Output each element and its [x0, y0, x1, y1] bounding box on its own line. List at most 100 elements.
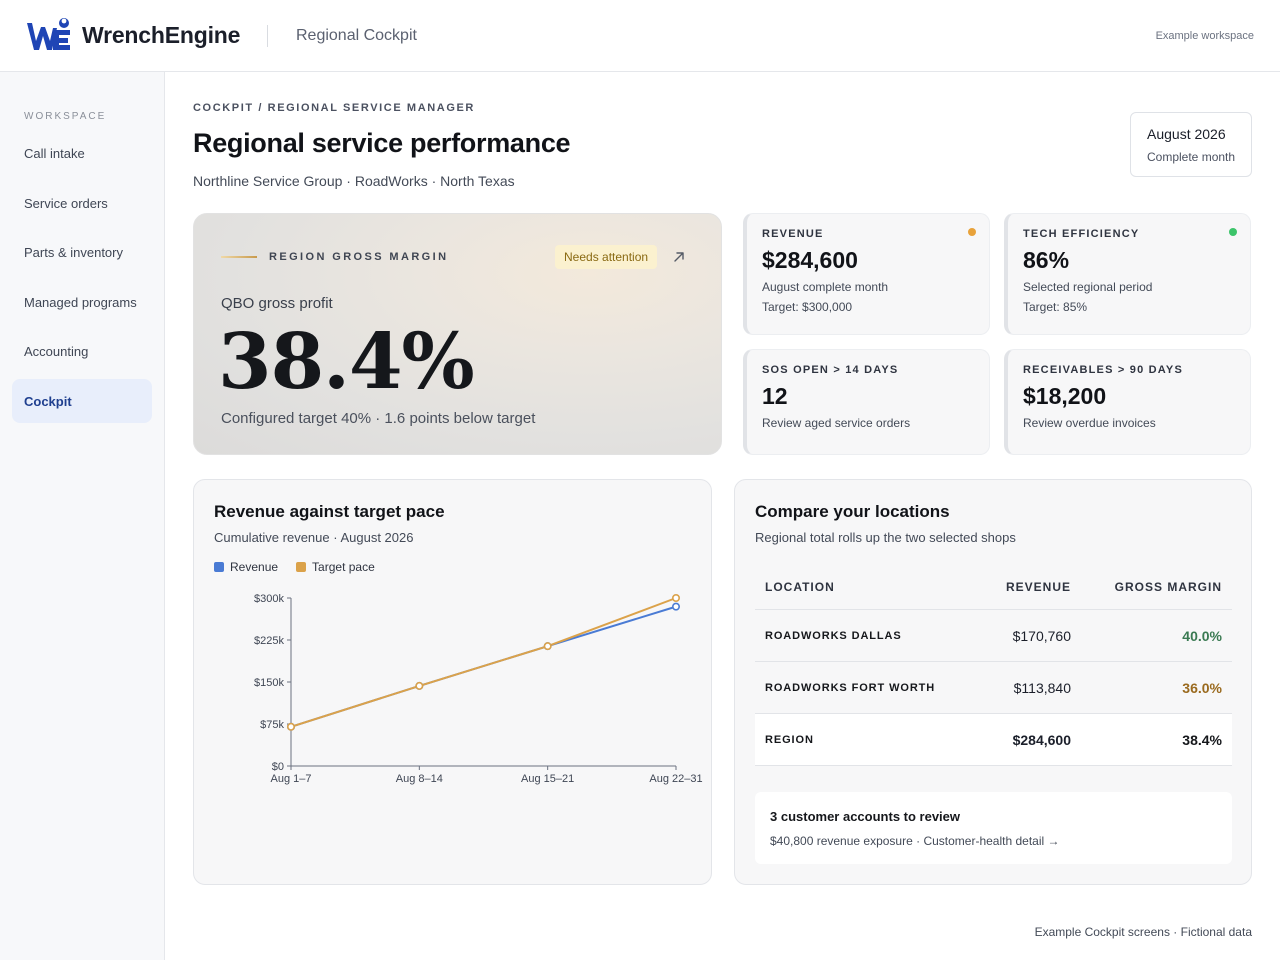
locations-panel: Compare your locations Regional total ro… — [734, 479, 1252, 885]
y-tick-label: $75k — [260, 719, 284, 731]
sidebar-item-label: Service orders — [24, 195, 108, 211]
revenue-chart-panel: Revenue against target pace Cumulative r… — [193, 479, 712, 885]
cell-gross-margin: 36.0% — [1182, 679, 1222, 696]
x-tick-label: Aug 15–21 — [521, 773, 574, 785]
kpi-receivables-card[interactable]: RECEIVABLES > 90 DAYS $18,200 Review ove… — [1004, 349, 1251, 455]
legend-swatch — [214, 562, 224, 572]
hero-label: REGION GROSS MARGIN — [269, 251, 449, 263]
top-bar: WrenchEngine Regional Cockpit Example wo… — [0, 0, 1280, 72]
cell-location: ROADWORKS FORT WORTH — [765, 681, 936, 694]
table-row[interactable]: ROADWORKS FORT WORTH $113,840 36.0% — [755, 662, 1232, 714]
page-subtitle: Northline Service Group · RoadWorks · No… — [193, 173, 515, 189]
kpi-detail: Selected regional period — [1023, 280, 1153, 294]
legend-label: Target pace — [312, 560, 375, 574]
wrenchengine-logo-icon[interactable] — [26, 17, 72, 53]
data-point-target-pace — [671, 594, 680, 603]
arrow-up-right-icon[interactable] — [672, 250, 686, 264]
sidebar-item-label: Accounting — [24, 343, 89, 359]
series-line-target-pace — [290, 597, 677, 728]
kpi-value: $284,600 — [762, 247, 858, 273]
cell-gross-margin: 40.0% — [1182, 627, 1222, 644]
chart-legend: Revenue Target pace — [214, 560, 393, 574]
kpi-sos-open-card[interactable]: SOS OPEN > 14 DAYS 12 Review aged servic… — [743, 349, 990, 455]
kpi-label: RECEIVABLES > 90 DAYS — [1023, 364, 1183, 376]
revenue-line-chart: $0 $75k $150k $225k $300k Aug 1–7 Aug 8–14 Aug … — [254, 593, 703, 785]
review-detail-link[interactable]: $40,800 revenue exposure · Customer-heal… — [770, 834, 1060, 848]
cell-revenue: $113,840 — [1013, 679, 1071, 696]
region-gross-margin-card[interactable]: REGION GROSS MARGIN Needs attention QBO … — [193, 213, 722, 455]
data-point-target-pace — [415, 681, 424, 690]
status-dot-icon — [968, 228, 976, 236]
kpi-target: Target: 85% — [1023, 300, 1088, 314]
data-point-target-pace — [287, 722, 296, 731]
needs-attention-badge: Needs attention — [555, 245, 658, 269]
legend-item-revenue: Revenue — [214, 560, 278, 574]
column-header-revenue: REVENUE — [1005, 579, 1071, 594]
panel-title: Compare your locations — [755, 502, 950, 521]
legend-label: Revenue — [230, 560, 279, 574]
kpi-label: SOS OPEN > 14 DAYS — [762, 364, 899, 376]
x-tick-label: Aug 22–31 — [649, 773, 702, 785]
kpi-label: TECH EFFICIENCY — [1023, 228, 1140, 240]
hero-note: Configured target 40% · 1.6 points below… — [221, 410, 536, 427]
y-tick-label: $0 — [272, 761, 284, 773]
period-note: Complete month — [1147, 150, 1236, 164]
table-header: LOCATION REVENUE GROSS MARGIN — [755, 564, 1232, 610]
legend-item-target-pace: Target pace — [296, 560, 375, 574]
cell-revenue: $284,600 — [1012, 731, 1071, 748]
data-point-target-pace — [543, 642, 552, 651]
kpi-revenue-card[interactable]: REVENUE $284,600 August complete month T… — [743, 213, 990, 335]
workspace-tag: Example workspace — [1155, 30, 1254, 42]
period-selector[interactable]: August 2026 Complete month — [1130, 112, 1252, 177]
sidebar: WORKSPACE Call intake Service orders Par… — [0, 72, 165, 960]
sidebar-item-service-orders[interactable]: Service orders — [12, 181, 152, 225]
customer-review-callout[interactable]: 3 customer accounts to review $40,800 re… — [755, 792, 1232, 864]
x-tick-label: Aug 1–7 — [271, 773, 312, 785]
footer-note: Example Cockpit screens · Fictional data — [1034, 925, 1252, 939]
kpi-target: Target: $300,000 — [762, 300, 853, 314]
sidebar-item-managed-programs[interactable]: Managed programs — [12, 280, 152, 324]
header-divider — [267, 25, 268, 47]
status-dot-icon — [1229, 228, 1237, 236]
sidebar-item-parts-inventory[interactable]: Parts & inventory — [12, 230, 152, 274]
hero-accent-line — [221, 256, 257, 258]
kpi-label: REVENUE — [762, 228, 824, 240]
sidebar-item-label: Call intake — [24, 145, 85, 161]
kpi-value: 86% — [1023, 247, 1070, 273]
table-row[interactable]: ROADWORKS DALLAS $170,760 40.0% — [755, 610, 1232, 662]
panel-subtitle: Regional total rolls up the two selected… — [755, 530, 1016, 545]
cell-revenue: $170,760 — [1012, 627, 1071, 644]
cell-location: REGION — [765, 733, 814, 746]
page-title: Regional service performance — [193, 128, 571, 158]
kpi-detail: Review aged service orders — [762, 416, 911, 430]
panel-title: Revenue against target pace — [214, 502, 445, 521]
kpi-value: $18,200 — [1023, 383, 1107, 409]
sidebar-item-cockpit[interactable]: Cockpit — [12, 379, 152, 423]
kpi-tech-efficiency-card[interactable]: TECH EFFICIENCY 86% Selected regional pe… — [1004, 213, 1251, 335]
sidebar-item-label: Cockpit — [24, 393, 72, 409]
y-tick-label: $150k — [254, 677, 284, 689]
sidebar-item-accounting[interactable]: Accounting — [12, 329, 152, 373]
column-header-location: LOCATION — [765, 579, 835, 594]
x-tick-label: Aug 8–14 — [396, 773, 443, 785]
period-month: August 2026 — [1147, 126, 1226, 142]
hero-value: 38.4% — [218, 317, 475, 407]
locations-table: LOCATION REVENUE GROSS MARGIN ROADWORKS … — [755, 564, 1232, 766]
column-header-gross-margin: GROSS MARGIN — [1114, 579, 1222, 594]
kpi-value: 12 — [762, 383, 788, 409]
sidebar-item-label: Parts & inventory — [24, 244, 123, 260]
sidebar-item-label: Managed programs — [24, 294, 137, 310]
app-title: Regional Cockpit — [296, 27, 417, 44]
brand-name: WrenchEngine — [82, 22, 241, 48]
hero-metric-label: QBO gross profit — [221, 295, 333, 312]
sidebar-heading: WORKSPACE — [24, 111, 107, 122]
cell-gross-margin: 38.4% — [1182, 731, 1222, 748]
y-tick-label: $300k — [254, 593, 284, 605]
panel-subtitle: Cumulative revenue · August 2026 — [214, 530, 414, 545]
sidebar-item-call-intake[interactable]: Call intake — [12, 131, 152, 175]
review-title: 3 customer accounts to review — [770, 809, 961, 824]
kpi-detail: Review overdue invoices — [1023, 416, 1156, 430]
data-point-revenue — [671, 602, 680, 611]
legend-swatch — [296, 562, 307, 572]
table-row-region-total[interactable]: REGION $284,600 38.4% — [755, 714, 1232, 766]
